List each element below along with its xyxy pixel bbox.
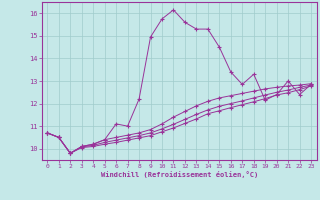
X-axis label: Windchill (Refroidissement éolien,°C): Windchill (Refroidissement éolien,°C) (100, 171, 258, 178)
